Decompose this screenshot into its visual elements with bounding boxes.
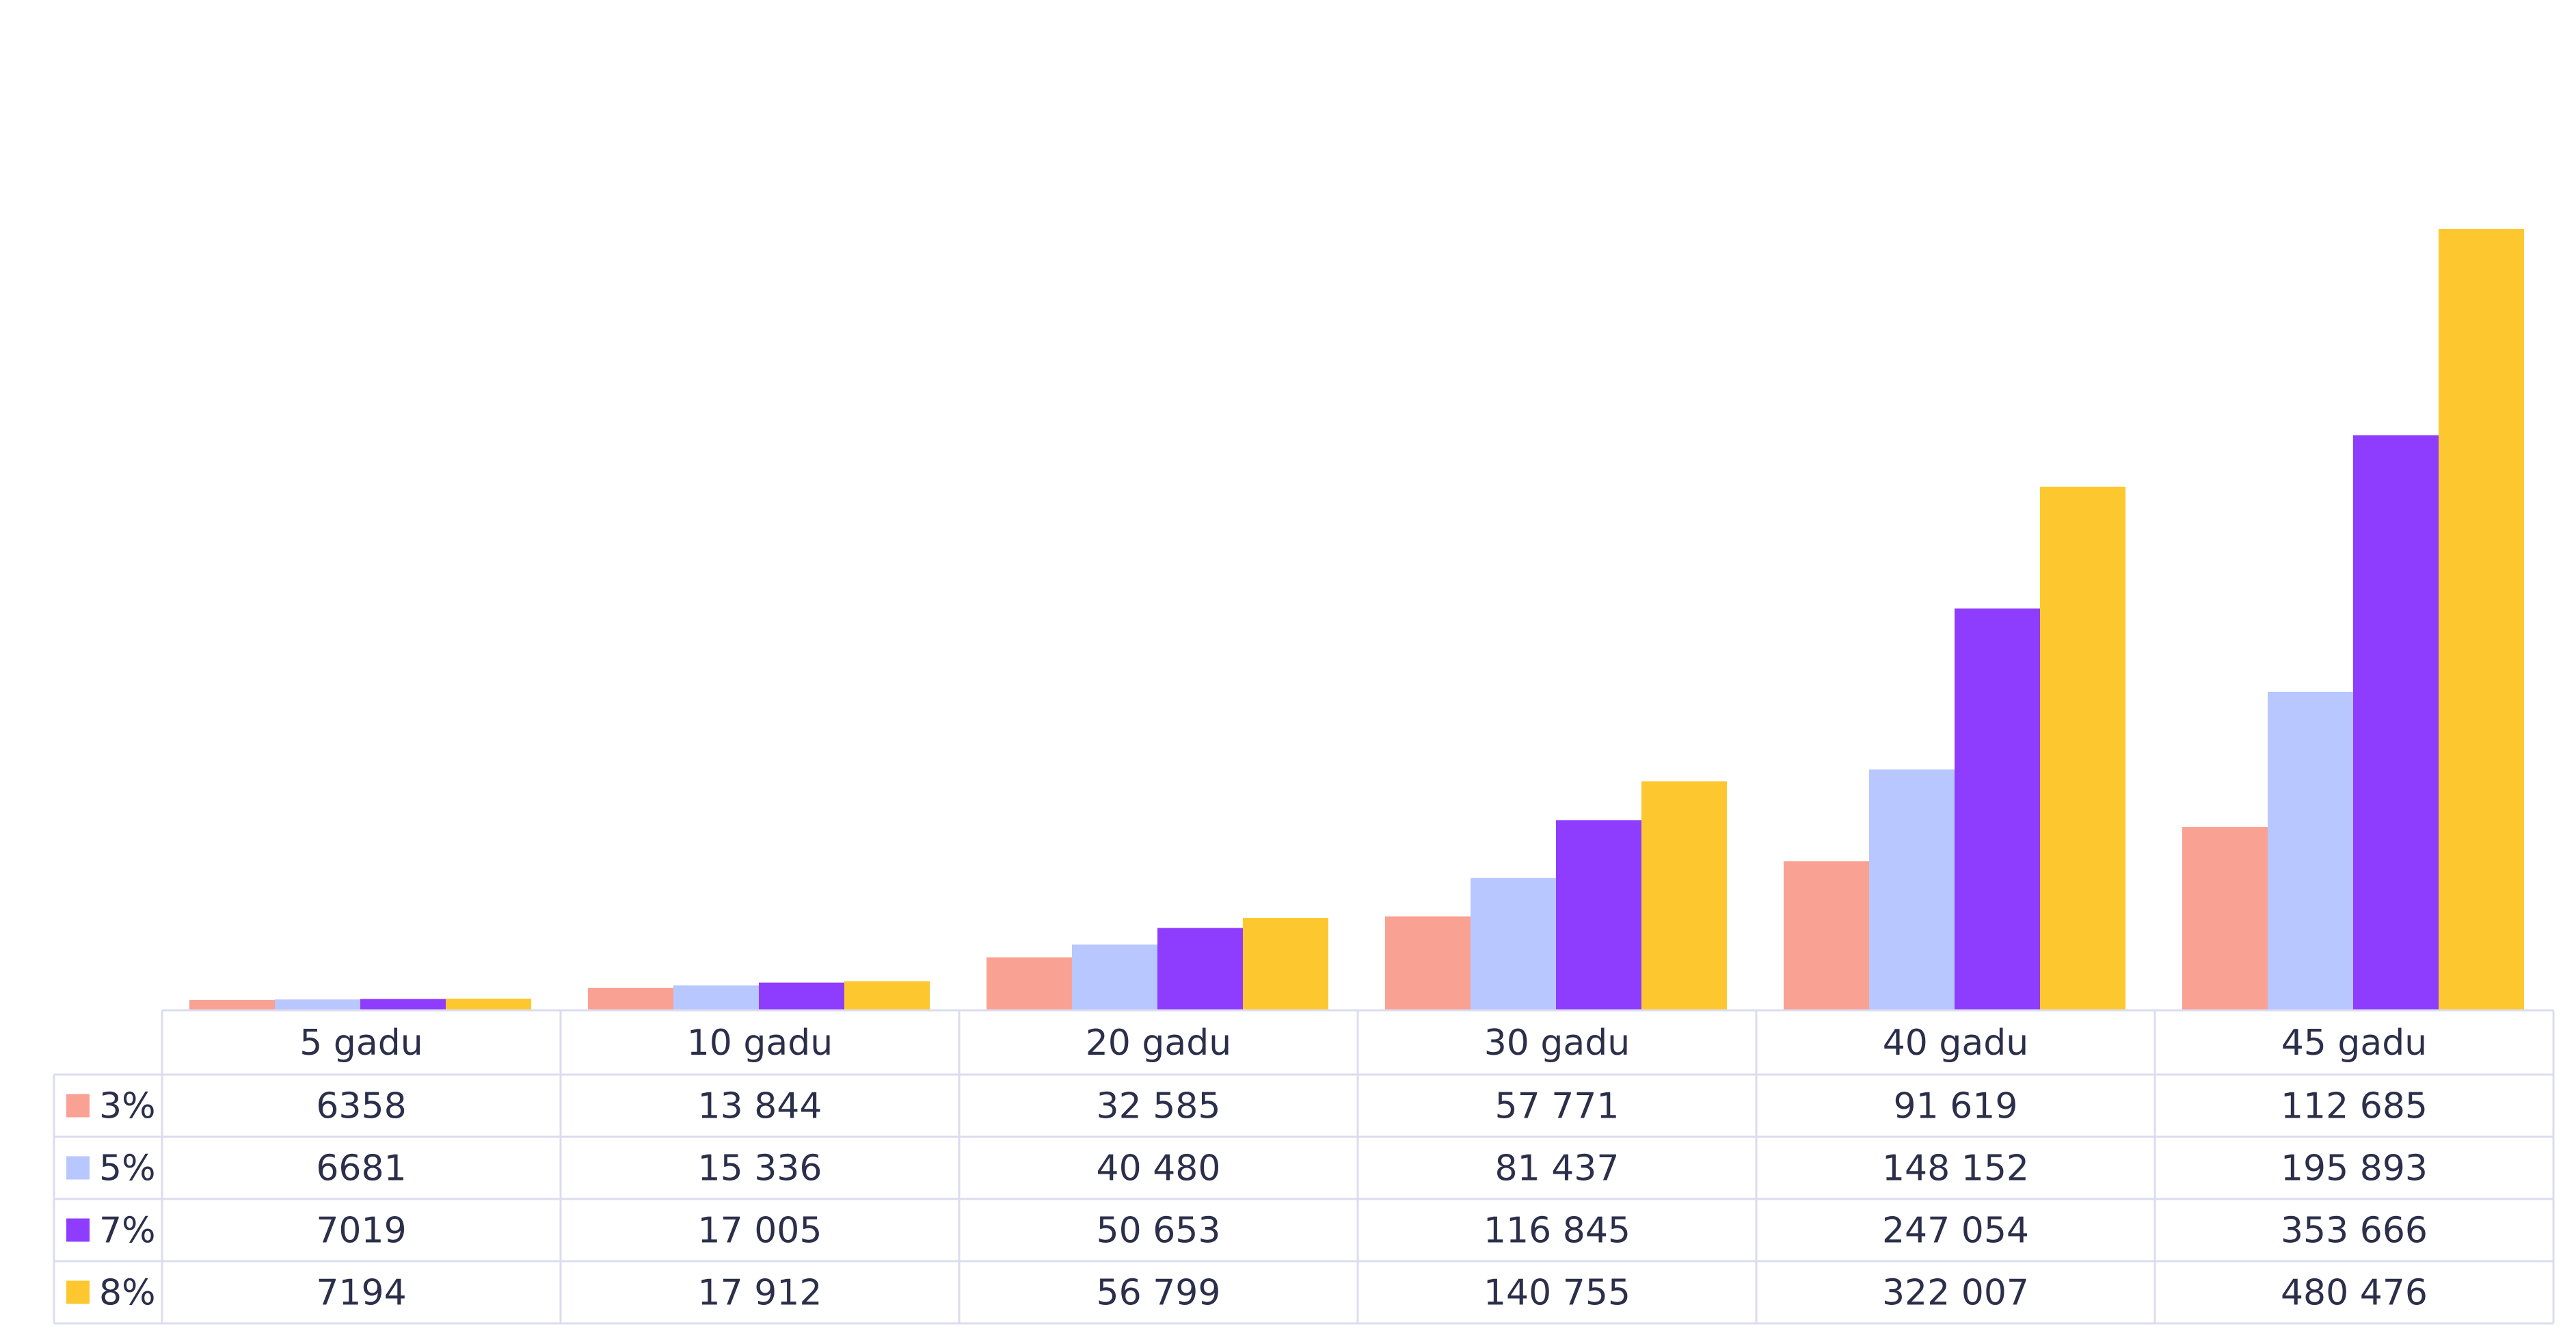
bar-3pct-4 xyxy=(1784,861,1869,1010)
legend-swatch xyxy=(66,1156,90,1180)
table-cell-value: 32 585 xyxy=(1097,1086,1221,1127)
bar-7pct-5 xyxy=(2353,435,2439,1010)
bar-5pct-2 xyxy=(1072,944,1157,1010)
category-label: 10 gadu xyxy=(687,1023,833,1064)
table-cell-value: 17 005 xyxy=(698,1211,822,1252)
bar-8pct-5 xyxy=(2439,229,2524,1010)
data-table: 5 gadu 10 gadu 20 gadu 30 gadu 40 gadu 45 gad… xyxy=(53,1009,2555,1325)
bar-5pct-4 xyxy=(1869,769,1955,1010)
table-cell-value: 140 755 xyxy=(1484,1273,1631,1314)
table-cell-value: 15 336 xyxy=(698,1148,822,1189)
table-cell-value: 353 666 xyxy=(2281,1211,2428,1252)
category-label: 45 gadu xyxy=(2281,1023,2428,1064)
table-cell-value: 81 437 xyxy=(1495,1148,1620,1189)
category-label: 40 gadu xyxy=(1883,1023,2029,1064)
table-cell-value: 322 007 xyxy=(1882,1273,2029,1314)
table-cell-value: 116 845 xyxy=(1484,1211,1631,1252)
bar-5pct-3 xyxy=(1471,878,1556,1010)
table-cell-value: 247 054 xyxy=(1882,1211,2029,1252)
table-cell-value: 112 685 xyxy=(2281,1086,2428,1127)
legend-swatch xyxy=(66,1094,90,1118)
bar-7pct-4 xyxy=(1955,608,2040,1010)
bar-7pct-0 xyxy=(360,999,446,1010)
legend-swatch xyxy=(66,1218,90,1242)
bar-3pct-1 xyxy=(588,988,673,1010)
bar-3pct-3 xyxy=(1385,916,1471,1010)
table-cell-value: 148 152 xyxy=(1882,1148,2029,1189)
category-label: 5 gadu xyxy=(299,1023,422,1064)
bar-7pct-2 xyxy=(1157,928,1243,1010)
bar-7pct-3 xyxy=(1556,820,1641,1010)
bar-3pct-5 xyxy=(2182,826,2268,1010)
legend-label: 8% xyxy=(99,1273,156,1314)
table-cell-value: 7194 xyxy=(316,1273,406,1314)
table-cell-value: 7019 xyxy=(316,1211,406,1252)
bar-5pct-1 xyxy=(673,985,759,1010)
table-cell-value: 480 476 xyxy=(2281,1273,2428,1314)
legend-label: 5% xyxy=(99,1148,156,1189)
table-cell-value: 13 844 xyxy=(698,1086,822,1127)
bar-7pct-1 xyxy=(759,982,844,1010)
bar-3pct-0 xyxy=(189,999,275,1010)
table-cell-value: 57 771 xyxy=(1495,1086,1620,1127)
bar-5pct-5 xyxy=(2268,691,2353,1010)
bar-8pct-2 xyxy=(1243,917,1328,1010)
bar-3pct-2 xyxy=(987,957,1072,1010)
table-cell-value: 195 893 xyxy=(2281,1148,2428,1189)
table-cell-value: 50 653 xyxy=(1097,1211,1221,1252)
table-cell-value: 6358 xyxy=(316,1086,406,1127)
bar-5pct-0 xyxy=(275,999,360,1010)
bar-8pct-3 xyxy=(1641,781,1727,1010)
table-cell-value: 17 912 xyxy=(698,1273,822,1314)
bar-8pct-4 xyxy=(2040,486,2125,1010)
legend-swatch xyxy=(66,1280,90,1304)
bar-8pct-1 xyxy=(844,981,930,1010)
bar-8pct-0 xyxy=(446,998,531,1010)
table-cell-value: 6681 xyxy=(316,1148,406,1189)
category-label: 30 gadu xyxy=(1484,1023,1631,1064)
table-cell-value: 56 799 xyxy=(1097,1273,1221,1314)
category-label: 20 gadu xyxy=(1086,1023,1232,1064)
legend-label: 7% xyxy=(99,1211,156,1252)
legend-label: 3% xyxy=(99,1086,156,1127)
bars-group xyxy=(189,229,2524,1010)
table-cell-value: 91 619 xyxy=(1894,1086,2018,1127)
table-cell-value: 40 480 xyxy=(1097,1148,1221,1189)
